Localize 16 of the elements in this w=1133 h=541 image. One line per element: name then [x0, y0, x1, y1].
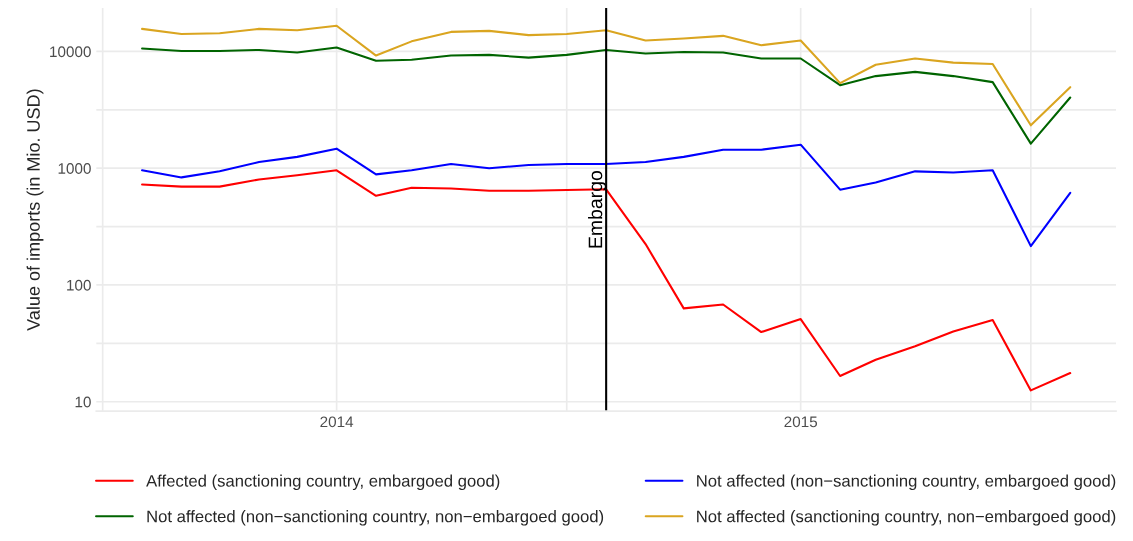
- y-tick-label: 100: [67, 279, 91, 291]
- x-tick-label: 2015: [784, 416, 818, 428]
- legend-label: Not affected (non−sanctioning country, non−embargoed good): [147, 510, 604, 526]
- line-series: [141, 169, 1072, 392]
- y-axis-title: Value of imports (in Mio. USD): [26, 89, 44, 331]
- y-tick-label: 1000: [58, 163, 91, 174]
- line-series: [141, 143, 1072, 248]
- ref-line-label: Embargo: [588, 171, 607, 248]
- legend-label: Not affected (sanctioning country, non−embargoed good): [697, 510, 1116, 526]
- y-tick-label: 10: [75, 396, 91, 408]
- line-series: [141, 24, 1072, 127]
- line-series: [141, 46, 1072, 145]
- legend-label: Not affected (non−sanctioning country, embargoed good): [697, 474, 1116, 491]
- x-tick-label: 2014: [320, 416, 354, 428]
- y-tick-label: 10000: [50, 46, 91, 58]
- legend-label: Affected (sanctioning country, embargoed good): [146, 474, 500, 491]
